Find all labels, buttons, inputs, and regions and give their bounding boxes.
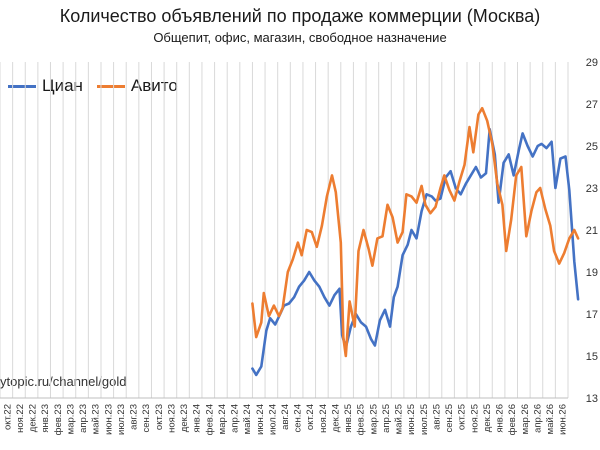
x-tick-label: фев.23 <box>53 404 64 435</box>
x-tick-label: апр.26 <box>532 404 543 433</box>
x-tick-label: дек.23 <box>179 404 190 432</box>
x-tick-label: фев.24 <box>204 404 215 435</box>
x-tick-label: апр.24 <box>230 404 241 433</box>
chart-subtitle: Общепит, офис, магазин, свободное назнач… <box>153 30 447 45</box>
y-tick-label: 27 <box>586 99 598 111</box>
y-tick-label: 25 <box>586 141 598 153</box>
x-tick-label: авг.23 <box>129 404 140 430</box>
x-tick-label: мар.24 <box>217 404 228 434</box>
y-tick-label: 23 <box>586 183 598 195</box>
x-tick-label: июн.26 <box>558 404 569 435</box>
x-tick-label: апр.23 <box>78 404 89 433</box>
x-tick-label: авг.24 <box>280 404 291 430</box>
y-tick-label: 17 <box>586 309 598 321</box>
y-tick-label: 21 <box>586 225 598 237</box>
x-tick-label: фев.26 <box>507 404 518 435</box>
x-tick-label: июн.24 <box>255 404 266 435</box>
x-tick-label: янв.26 <box>495 404 506 433</box>
x-tick-label: сен.25 <box>444 404 455 433</box>
chart-title: Количество объявлений по продаже коммерц… <box>59 6 541 26</box>
series-line-avito <box>251 106 580 358</box>
x-tick-label: июн.23 <box>103 404 114 435</box>
x-tick-label: июл.25 <box>419 404 430 435</box>
legend-label-cian: Циан <box>42 76 83 95</box>
x-tick-label: янв.23 <box>40 404 51 433</box>
x-tick-label: сен.23 <box>141 404 152 433</box>
x-tick-label: дек.22 <box>28 404 39 432</box>
x-tick-label: июл.24 <box>267 404 278 435</box>
legend-swatch-avito <box>96 84 125 88</box>
x-tick-label: май.24 <box>242 404 253 434</box>
chart-legend: Циан Авито <box>0 76 178 96</box>
x-tick-label: янв.25 <box>343 404 354 433</box>
x-tick-label: сен.24 <box>293 404 304 433</box>
x-tick-label: фев.25 <box>356 404 367 435</box>
x-tick-label: янв.24 <box>192 404 203 433</box>
y-tick-label: 19 <box>586 267 598 279</box>
x-tick-label: июл.23 <box>116 404 127 435</box>
x-tick-label: мар.26 <box>520 404 531 434</box>
x-tick-label: ноя.24 <box>318 404 329 433</box>
x-tick-label: апр.25 <box>381 404 392 433</box>
x-tick-label: мар.23 <box>65 404 76 434</box>
x-tick-label: ноя.25 <box>469 404 480 433</box>
x-tick-label: окт.22 <box>2 404 13 430</box>
x-tick-label: окт.25 <box>457 404 468 430</box>
x-tick-label: июн.25 <box>406 404 417 435</box>
x-tick-label: ноя.23 <box>166 404 177 433</box>
series-line-cian <box>251 127 580 377</box>
legend-swatch-cian <box>8 84 36 88</box>
x-tick-label: ноя.22 <box>15 404 26 433</box>
x-tick-label: май.26 <box>545 404 556 434</box>
y-tick-label: 13 <box>586 393 598 405</box>
x-tick-label: май.23 <box>91 404 102 434</box>
legend-label-avito: Авито <box>130 76 178 95</box>
y-tick-label: 15 <box>586 351 598 363</box>
x-tick-label: дек.24 <box>330 404 341 432</box>
x-tick-label: авг.25 <box>431 404 442 430</box>
x-tick-label: мар.25 <box>368 404 379 434</box>
x-tick-label: дек.25 <box>482 404 493 432</box>
x-tick-label: май.25 <box>394 404 405 434</box>
y-tick-label: 29 <box>586 57 598 69</box>
x-tick-label: окт.23 <box>154 404 165 430</box>
x-tick-label: окт.24 <box>305 404 316 430</box>
